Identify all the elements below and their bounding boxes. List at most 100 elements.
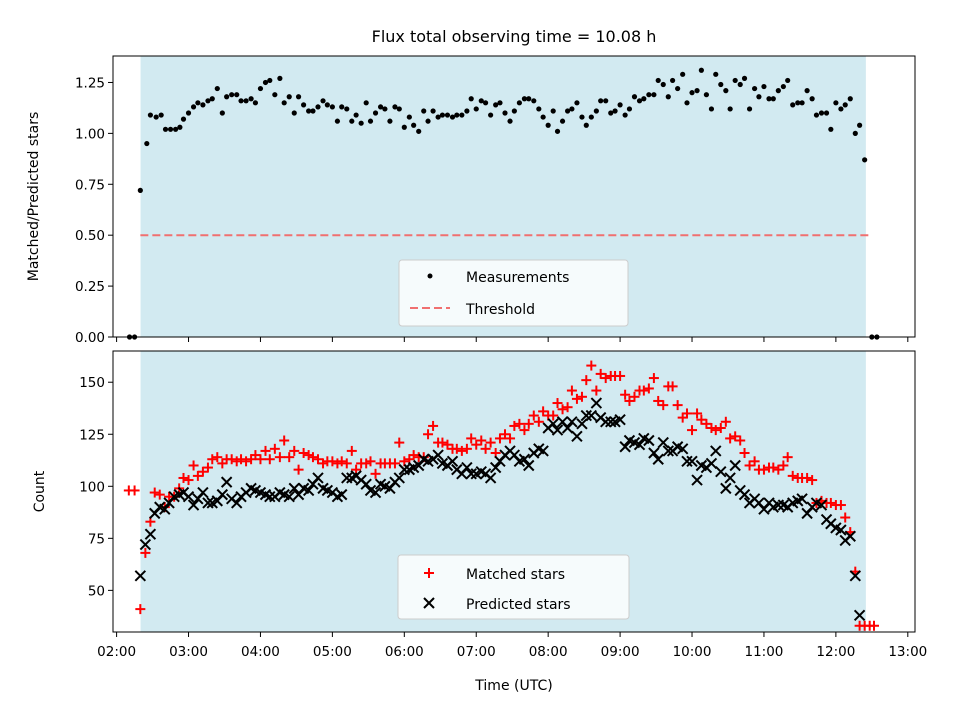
matched-star-point: [667, 381, 678, 392]
cross-stroke: [705, 457, 718, 470]
measurement-point: [167, 126, 174, 132]
y-tick-label: 0.75: [75, 177, 105, 193]
measurement-point: [310, 108, 316, 114]
matched-star-point: [461, 443, 472, 454]
matched-star-point: [129, 485, 140, 496]
measurement-point: [852, 130, 858, 136]
measurement-point: [574, 100, 580, 106]
cross-stroke: [154, 501, 166, 513]
cross-stroke: [715, 466, 727, 478]
measurement-point: [295, 94, 302, 100]
cross-stroke: [461, 461, 473, 474]
matched-star-point: [778, 460, 789, 471]
matched-star-point: [140, 547, 151, 558]
predicted-star-point: [652, 453, 664, 465]
measurement-point: [828, 126, 834, 132]
predicted-star-point: [264, 490, 276, 503]
cross-stroke: [341, 472, 353, 484]
predicted-star-point: [134, 570, 147, 582]
cross-stroke: [317, 482, 329, 495]
predicted-star-point: [231, 497, 243, 509]
matched-star-point: [730, 431, 741, 442]
measurement-point: [421, 108, 427, 114]
measurement-point: [612, 108, 618, 114]
measurement-point: [780, 83, 786, 90]
measurement-point: [301, 102, 307, 108]
cross-stroke: [638, 432, 650, 445]
measurement-point: [761, 83, 767, 90]
ratio-legend: Measurements Threshold: [398, 259, 629, 327]
y-tick-label: 125: [79, 427, 105, 443]
measurement-point: [238, 98, 244, 104]
matched-star-point: [437, 437, 448, 448]
cross-stroke: [810, 497, 823, 509]
measurement-point: [382, 106, 388, 112]
cross-stroke: [633, 438, 646, 451]
measurement-point: [694, 88, 700, 94]
predicted-star-point: [537, 445, 549, 457]
measurement-point: [857, 122, 863, 128]
matched-star-point: [236, 454, 247, 465]
predicted-star-point: [844, 530, 856, 542]
matched-star-point: [370, 468, 381, 479]
cross-stroke: [139, 538, 152, 551]
measurement-point: [224, 94, 230, 100]
measurement-point: [818, 110, 825, 116]
measurement-point: [320, 98, 326, 104]
cross-stroke: [254, 486, 267, 499]
measurement-point: [531, 98, 537, 104]
matched-star-point: [519, 425, 530, 436]
measurement-point: [502, 110, 508, 116]
measurement-point: [488, 112, 494, 118]
measurement-point: [756, 94, 762, 100]
matched-star-point: [653, 395, 664, 406]
y-tick-label: 75: [88, 531, 105, 547]
measurement-point: [626, 106, 633, 112]
matched-star-point: [825, 497, 836, 508]
matched-star-point: [768, 462, 779, 473]
matched-star-point: [188, 460, 199, 471]
measurement-point: [689, 90, 695, 96]
measurement-point: [795, 100, 801, 106]
predicted-star-point: [182, 490, 195, 503]
predicted-star-point: [576, 418, 588, 430]
matched-star-point: [692, 408, 703, 419]
matched-star-point: [456, 445, 467, 456]
matched-star-point: [562, 402, 573, 413]
measurement-point: [497, 100, 503, 106]
predicted-star-point: [691, 474, 703, 486]
matched-star-point: [735, 435, 746, 446]
measurement-point: [482, 100, 489, 106]
predicted-star-point: [159, 503, 171, 515]
measurement-point: [703, 92, 710, 98]
measurement-point: [185, 110, 192, 116]
measurement-point: [559, 118, 566, 124]
measurement-point: [349, 118, 355, 124]
cross-stroke: [662, 445, 674, 457]
predicted-star-point: [432, 449, 444, 461]
cross-stroke: [159, 503, 171, 515]
predicted-star-point: [614, 413, 626, 426]
matched-star-point: [538, 406, 549, 417]
matched-star-point: [514, 418, 525, 429]
cross-stroke: [484, 472, 497, 484]
measurement-point: [493, 102, 499, 108]
measurement-point: [799, 100, 805, 106]
predicted-star-point: [139, 538, 152, 551]
measurement-point: [243, 98, 249, 104]
predicted-star-point: [283, 490, 295, 503]
legend-cross-glyph: [423, 597, 435, 609]
measurement-point: [358, 120, 364, 126]
matched-star-point: [681, 408, 692, 419]
matched-star-point: [624, 395, 635, 406]
matched-star-points: [123, 360, 880, 631]
ratio-x-ticks: [116, 337, 909, 342]
predicted-star-point: [187, 499, 200, 511]
cross-stroke: [231, 497, 243, 509]
predicted-star-point: [446, 455, 459, 468]
cross-stroke: [551, 424, 564, 436]
measurement-point: [444, 112, 451, 118]
matched-star-point: [274, 452, 285, 463]
matched-star-point: [289, 445, 300, 456]
